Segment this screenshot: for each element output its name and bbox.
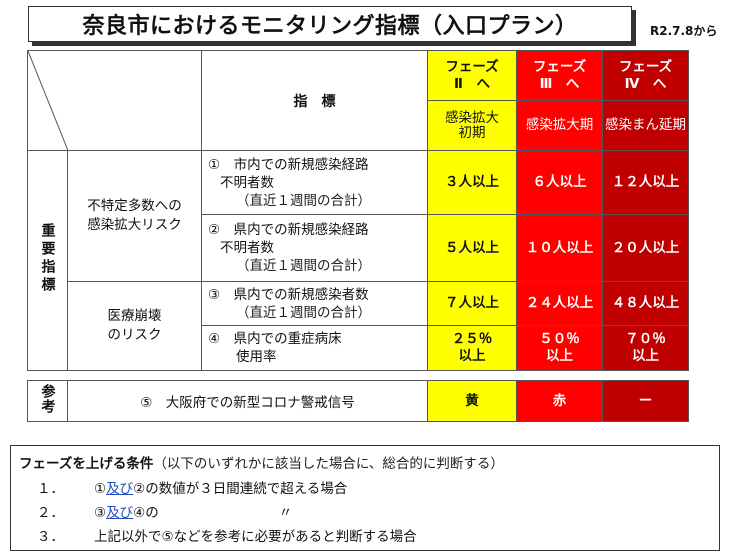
row-number: ⑤ xyxy=(140,395,153,411)
indicator-row-1: ① 市内での新規感染経路 不明者数 （直近１週間の合計） xyxy=(201,150,428,215)
ditto-mark: 〃 xyxy=(278,505,293,521)
side-label-cell: 重要指標 xyxy=(27,150,68,371)
conditions-heading: フェーズを上げる条件 xyxy=(19,456,154,472)
value-cell: １０人以上 xyxy=(516,214,603,282)
condition-item: ３． 上記以外で⑤などを参考に必要があると判断する場合 xyxy=(37,525,417,545)
item-text: ① xyxy=(94,481,107,497)
value-cell: ５０％ 以上 xyxy=(516,325,603,371)
conditions-box: フェーズを上げる条件（以下のいずれかに該当した場合に、総合的に判断する） １． ①… xyxy=(10,445,720,551)
row-number: ④ xyxy=(208,331,221,347)
corner-cell xyxy=(27,50,202,151)
item-link-text: 及び xyxy=(106,481,134,497)
row-text: 市内での新規感染経路 xyxy=(233,156,369,173)
row-text: 県内での新規感染者数 xyxy=(233,286,369,303)
row-text: 大阪府での新型コロナ警戒信号 xyxy=(165,395,355,411)
side-label: 重要指標 xyxy=(39,222,56,295)
value-cell: ４８人以上 xyxy=(602,281,689,326)
row-text-2: 不明者数 xyxy=(220,240,274,256)
conditions-heading-line: フェーズを上げる条件（以下のいずれかに該当した場合に、総合的に判断する） xyxy=(19,452,504,472)
item-text: ②の数値が３日間連続で超える場合 xyxy=(133,481,348,497)
indicator-table: 指 標 フェーズ Ⅱ へ フェーズ Ⅲ へ フェーズ Ⅳ へ 感染拡大 初期 感… xyxy=(27,50,689,371)
phase-4-sub: 感染まん延期 xyxy=(602,100,689,151)
reference-table: 参考 ⑤ 大阪府での新型コロナ警戒信号 黄 赤 ー xyxy=(27,380,689,422)
reference-side-cell: 参考 xyxy=(27,380,68,422)
item-number: ３． xyxy=(37,529,64,545)
value-cell: ６人以上 xyxy=(516,150,603,215)
indicator-row-3: ③ 県内での新規感染者数 （直近１週間の合計） xyxy=(201,281,428,326)
phase-3-sub: 感染拡大期 xyxy=(516,100,603,151)
group-label-spread: 不特定多数への 感染拡大リスク xyxy=(67,150,202,282)
row-note: （直近１週間の合計） xyxy=(236,304,371,321)
phase-4-header: フェーズ Ⅳ へ xyxy=(602,50,689,101)
row-note: （直近１週間の合計） xyxy=(236,192,371,209)
condition-item: １． ①及び②の数値が３日間連続で超える場合 xyxy=(37,477,347,497)
indicator-header: 指 標 xyxy=(201,50,428,151)
value-cell: ２４人以上 xyxy=(516,281,603,326)
item-link-text: 及び xyxy=(106,505,134,521)
row-text: 県内での新規感染経路 xyxy=(233,222,369,238)
reference-side-label: 参考 xyxy=(39,384,56,414)
item-text: ③ xyxy=(94,505,107,521)
phase-2-header: フェーズ Ⅱ へ xyxy=(427,50,517,101)
effective-date: R2.7.8から xyxy=(650,24,718,38)
value-cell: ３人以上 xyxy=(427,150,517,215)
value-cell: ２０人以上 xyxy=(602,214,689,282)
value-cell: ２５％ 以上 xyxy=(427,325,517,371)
row-text: 県内での重症病床 xyxy=(233,331,342,347)
row-number: ③ xyxy=(208,286,221,303)
value-cell: ５人以上 xyxy=(427,214,517,282)
value-cell: １２人以上 xyxy=(602,150,689,215)
condition-item: ２． ③及び④の 〃 xyxy=(37,501,292,521)
page-title: 奈良市におけるモニタリング指標（入口プラン） xyxy=(28,6,632,42)
item-text: ④の xyxy=(133,505,159,521)
item-number: １． xyxy=(37,481,64,497)
value-cell: 黄 xyxy=(427,380,517,422)
phase-2-sub: 感染拡大 初期 xyxy=(427,100,517,151)
group-label-medical: 医療崩壊 のリスク xyxy=(67,281,202,371)
conditions-note: （以下のいずれかに該当した場合に、総合的に判断する） xyxy=(153,456,504,472)
value-cell: 赤 xyxy=(516,380,603,422)
reference-indicator: ⑤ 大阪府での新型コロナ警戒信号 xyxy=(67,380,428,422)
value-cell: ７人以上 xyxy=(427,281,517,326)
indicator-row-2: ② 県内での新規感染経路 不明者数 （直近１週間の合計） xyxy=(201,214,428,282)
item-number: ２． xyxy=(37,505,64,521)
row-text-2: 不明者数 xyxy=(220,174,274,191)
item-text: 上記以外で⑤などを参考に必要があると判断する場合 xyxy=(94,529,417,545)
phase-3-header: フェーズ Ⅲ へ xyxy=(516,50,603,101)
row-text-2: 使用率 xyxy=(236,349,277,365)
indicator-row-4: ④ 県内での重症病床 使用率 xyxy=(201,325,428,371)
row-number: ① xyxy=(208,156,221,173)
value-cell: ー xyxy=(602,380,689,422)
row-note: （直近１週間の合計） xyxy=(236,258,371,274)
value-cell: ７０％ 以上 xyxy=(602,325,689,371)
row-number: ② xyxy=(208,222,221,238)
